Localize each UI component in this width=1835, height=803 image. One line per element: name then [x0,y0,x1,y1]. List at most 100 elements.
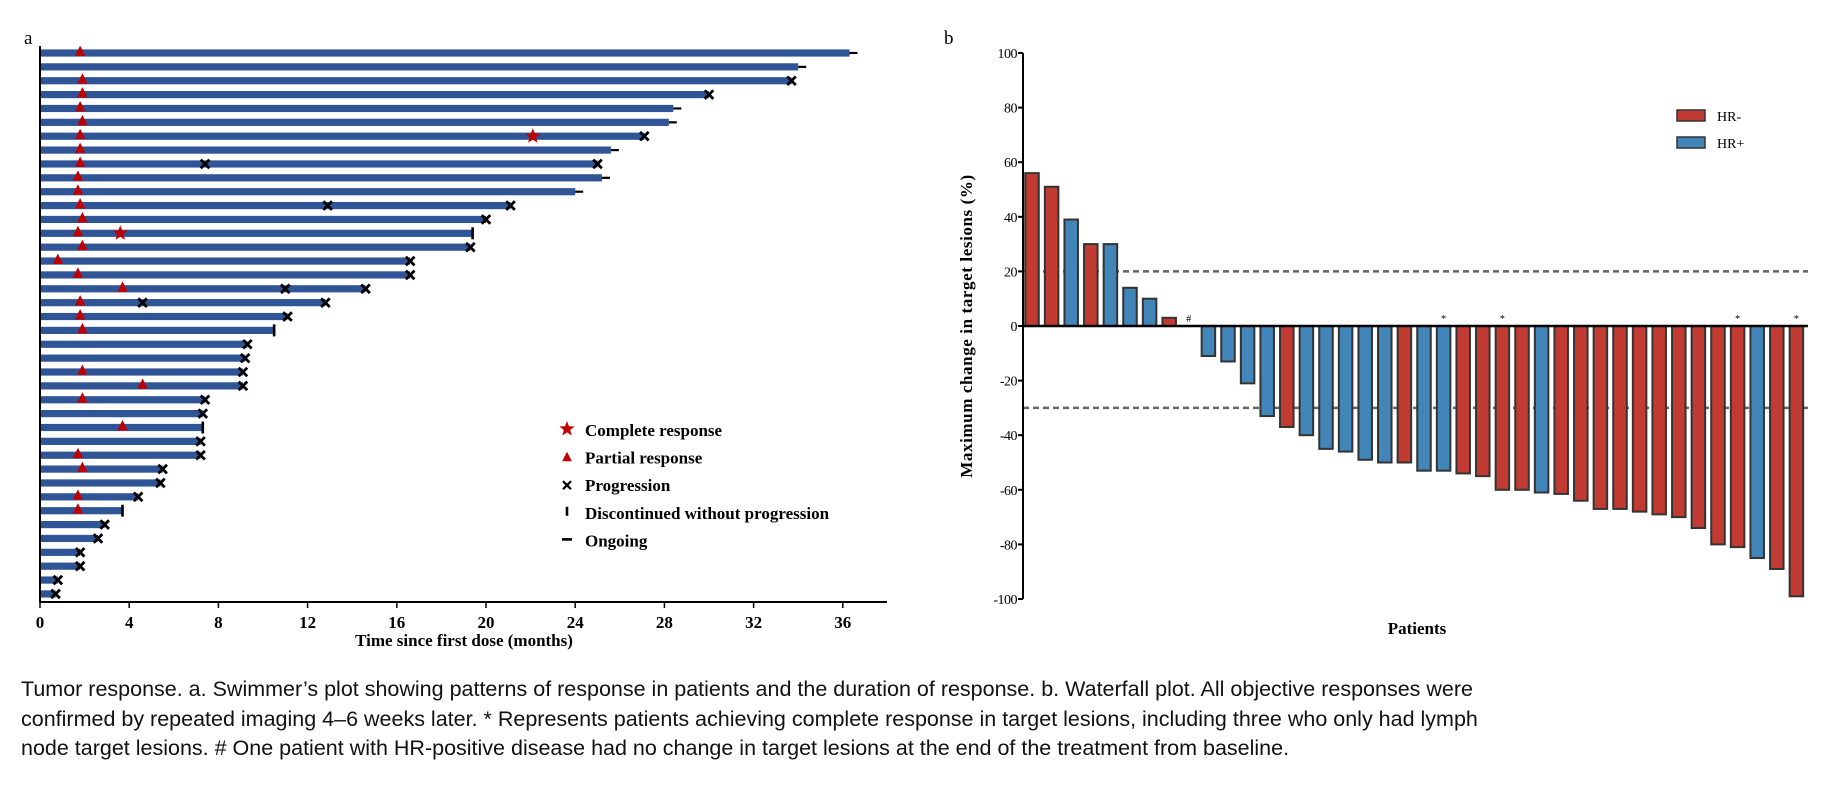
swimmer-bar [40,174,602,182]
legend-item: Discontinued without progression [565,504,830,523]
legend-label: Partial response [585,449,703,468]
swimmer-row [40,519,110,530]
progression-marker [155,477,166,489]
swimmer-bar [40,326,275,334]
progression-stroke [282,311,293,322]
caption-line: Tumor response. a. Swimmer’s plot showin… [21,677,1474,701]
waterfall-bar [1416,325,1432,472]
progression-marker [404,269,416,281]
waterfall-bar [1259,325,1275,418]
partial-response-marker [72,489,84,500]
progression-stroke [74,560,86,572]
waterfall-bar [1592,325,1609,510]
swimmer-row [40,225,474,240]
progression-marker [195,436,206,447]
progression-marker [99,519,110,530]
waterfall-bar [1690,325,1707,530]
legend-label: Progression [585,476,671,495]
partial-response-marker [74,309,86,320]
progression-stroke [404,269,416,281]
waterfall-bar [1651,325,1667,516]
progression-stroke [404,255,416,267]
star-icon [559,421,575,436]
progression-stroke [132,491,144,503]
swimmer-row [40,447,206,461]
partial-response-marker [72,447,84,459]
caption-line: node target lesions. # One patient with … [21,736,1290,760]
waterfall-bar [1279,325,1295,429]
legend-swatch [1676,136,1706,149]
swimmer-bar [40,104,674,113]
swimmer-row [40,114,677,126]
swimmer-bar [40,229,473,237]
y-tick-label: 20 [1004,265,1018,280]
y-tick-label: -20 [1000,375,1018,390]
swimmer-row [40,392,211,406]
progression-stroke [195,449,206,461]
swimmer-row [40,574,64,586]
partial-response-marker [77,73,88,84]
swimmer-row [40,338,253,350]
waterfall-bar [1377,325,1393,464]
y-tick-label: 80 [1004,102,1018,117]
partial-response-marker [74,100,86,112]
progression-marker [74,547,86,558]
progression-marker [237,366,249,378]
legend-item: Progression [562,476,671,495]
asterisk-annotation: * [1794,314,1799,325]
asterisk-annotation: * [1441,314,1446,325]
legend-label: Complete response [585,421,723,440]
x-tick-label: 12 [299,613,316,632]
swimmer-bar [40,354,246,362]
swimmer-row [40,547,86,558]
waterfall-bar [1102,243,1119,328]
partial-response-marker [72,267,84,278]
swimmer-row [40,267,416,281]
swimmer-bar [40,576,58,584]
swimmer-row [40,352,251,364]
progression-marker [239,352,251,364]
progression-stroke [505,200,516,211]
progression-stroke [137,297,148,308]
progression-marker [197,408,209,419]
swimmer-row [40,560,86,572]
progression-stroke [195,436,206,447]
y-tick-label: 0 [1011,320,1018,335]
progression-marker [592,158,603,170]
progression-stroke [360,283,371,295]
waterfall-bar [1671,325,1687,519]
progression-stroke [280,283,291,295]
waterfall-bar [1200,325,1217,358]
progression-marker [562,480,572,490]
y-tick-label: -80 [1000,538,1018,553]
progression-marker [199,394,211,406]
progression-stroke [99,519,110,530]
progression-stroke [199,158,211,170]
progression-marker [465,241,476,253]
swimmer-bar [40,243,471,251]
waterfall-bar [1239,325,1256,385]
swimmer-row [40,461,168,475]
partial-response-marker [74,45,86,56]
partial-response-marker [72,225,84,237]
progression-marker [195,449,206,461]
partial-response-marker [77,322,88,334]
legend: HR- HR+ [1676,109,1744,152]
progression-marker [132,491,144,503]
waterfall-bar [1788,325,1805,598]
x-tick-label: 4 [125,613,134,632]
waterfall-bar [1710,325,1726,546]
progression-marker [280,283,291,295]
partial-response-marker [137,378,148,389]
swimmer-row [40,63,807,71]
progression-marker [50,588,61,600]
partial-response-marker [74,198,86,209]
legend-label: HR- [1717,110,1741,125]
swimmer-row [40,253,416,267]
progression-stroke [197,408,209,419]
partial-response-marker [117,281,128,292]
swimmer-bar [40,520,105,529]
partial-response-marker [74,295,86,306]
partial-response-marker [77,461,88,472]
